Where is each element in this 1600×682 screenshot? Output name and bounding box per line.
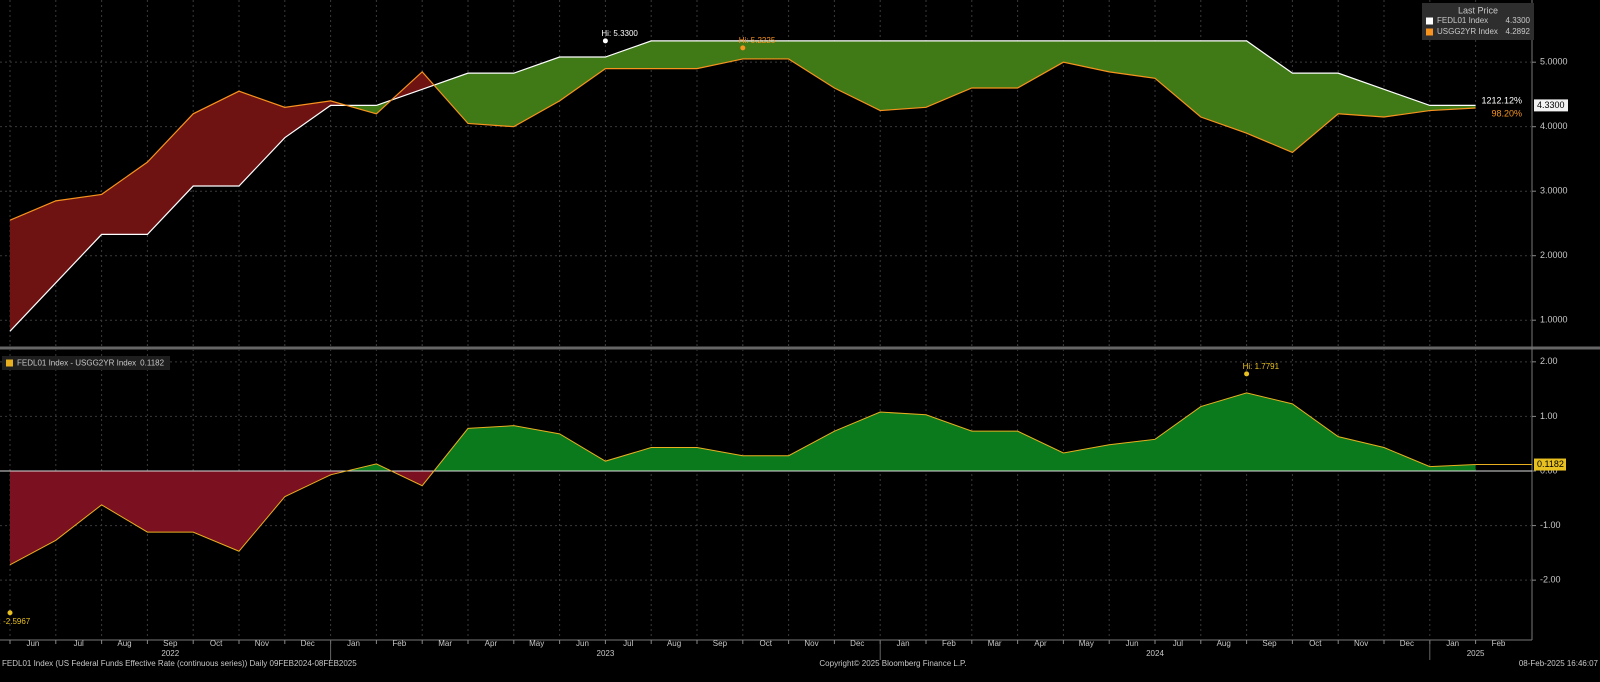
legend-label: USGG2YR Index bbox=[1437, 27, 1498, 36]
annotation-marker bbox=[7, 610, 13, 616]
legend-box bbox=[2, 356, 170, 370]
last-value-tag bbox=[1534, 99, 1568, 112]
last-value-label: 0.1182 bbox=[1537, 459, 1564, 469]
series-line bbox=[9, 392, 1476, 566]
legend-swatch bbox=[1426, 17, 1433, 25]
legend-label: FEDL01 Index bbox=[1437, 16, 1488, 25]
x-tick-label: Aug bbox=[1217, 639, 1231, 648]
x-tick-label: Sep bbox=[713, 639, 728, 648]
legend-value: 4.2892 bbox=[1506, 27, 1531, 36]
legend-swatch bbox=[6, 359, 13, 367]
area-negative bbox=[10, 470, 1476, 565]
x-tick-label: Jan bbox=[347, 639, 360, 648]
legend-label: FEDL01 Index - USGG2YR Index 0.1182 bbox=[17, 359, 165, 368]
annotation-marker bbox=[602, 38, 608, 44]
legend-value: 0.1182 bbox=[140, 359, 164, 368]
x-tick-label: Aug bbox=[667, 639, 681, 648]
y-tick-label: 3.0000 bbox=[1540, 186, 1568, 196]
y-tick-label: 2.00 bbox=[1540, 356, 1558, 366]
y-tick-label: -2.00 bbox=[1540, 575, 1561, 585]
last-value-label: 4.3300 bbox=[1537, 100, 1565, 110]
y-tick-label: 1.00 bbox=[1540, 411, 1558, 421]
annotation-label: Low: -2.5967 bbox=[0, 617, 31, 626]
annotation-marker bbox=[740, 45, 746, 51]
right-label: 1212.12% bbox=[1481, 95, 1522, 105]
x-tick-label: Aug bbox=[117, 639, 131, 648]
annotation-label: Hi: 1.7791 bbox=[1243, 362, 1280, 371]
series-line bbox=[9, 40, 1476, 332]
legend-box bbox=[1422, 3, 1534, 40]
x-tick-label: Feb bbox=[1492, 639, 1506, 648]
x-tick-label: Jan bbox=[897, 639, 910, 648]
x-tick-label: Dec bbox=[850, 639, 864, 648]
x-tick-label: Nov bbox=[804, 639, 818, 648]
y-tick-label: 4.0000 bbox=[1540, 121, 1568, 131]
x-tick-label: Jul bbox=[74, 639, 84, 648]
x-tick-label: Oct bbox=[759, 639, 772, 648]
footer-left: FEDL01 Index (US Federal Funds Effective… bbox=[2, 659, 357, 668]
annotation-marker bbox=[1244, 371, 1250, 377]
x-tick-label: Jun bbox=[26, 639, 39, 648]
x-tick-label: Nov bbox=[1354, 639, 1368, 648]
x-tick-label: Feb bbox=[392, 639, 406, 648]
legend-title: Last Price bbox=[1458, 5, 1498, 15]
legend-name: FEDL01 Index - USGG2YR Index bbox=[17, 359, 136, 368]
x-tick-label: Nov bbox=[255, 639, 269, 648]
x-tick-label: Mar bbox=[988, 639, 1002, 648]
year-label: 2022 bbox=[161, 649, 179, 658]
x-tick-label: Feb bbox=[942, 639, 956, 648]
x-tick-label: Sep bbox=[163, 639, 178, 648]
series-line bbox=[9, 58, 1476, 221]
y-tick-label: 1.0000 bbox=[1540, 315, 1568, 325]
x-tick-label: Dec bbox=[1400, 639, 1414, 648]
x-tick-label: Mar bbox=[438, 639, 452, 648]
y-tick-label: 5.0000 bbox=[1540, 57, 1568, 67]
year-label: 2025 bbox=[1467, 649, 1485, 658]
x-tick-label: Jul bbox=[1173, 639, 1183, 648]
x-tick-label: Dec bbox=[301, 639, 315, 648]
x-tick-label: May bbox=[1079, 639, 1094, 648]
last-value-tag bbox=[1534, 458, 1566, 471]
x-tick-label: Apr bbox=[485, 639, 498, 648]
y-tick-label: -1.00 bbox=[1540, 520, 1561, 530]
x-tick-label: Jun bbox=[576, 639, 589, 648]
x-tick-label: Jun bbox=[1126, 639, 1139, 648]
year-label: 2023 bbox=[597, 649, 615, 658]
x-tick-label: Oct bbox=[210, 639, 223, 648]
annotation-label: Hi: 5.2225 bbox=[739, 36, 776, 45]
footer-center: Copyright© 2025 Bloomberg Finance L.P. bbox=[819, 659, 966, 668]
x-tick-label: Apr bbox=[1034, 639, 1047, 648]
legend-swatch bbox=[1426, 28, 1433, 36]
right-label: 98.20% bbox=[1491, 108, 1522, 118]
x-tick-label: Jan bbox=[1446, 639, 1459, 648]
footer-right: 08-Feb-2025 16:46:07 bbox=[1519, 659, 1599, 668]
x-tick-label: Sep bbox=[1262, 639, 1277, 648]
legend-value: 4.3300 bbox=[1506, 16, 1531, 25]
x-tick-label: May bbox=[529, 639, 544, 648]
x-tick-label: Oct bbox=[1309, 639, 1322, 648]
y-tick-label: 2.0000 bbox=[1540, 250, 1568, 260]
annotation-label: Hi: 5.3300 bbox=[601, 29, 638, 38]
x-tick-label: Jul bbox=[623, 639, 633, 648]
year-label: 2024 bbox=[1146, 649, 1164, 658]
